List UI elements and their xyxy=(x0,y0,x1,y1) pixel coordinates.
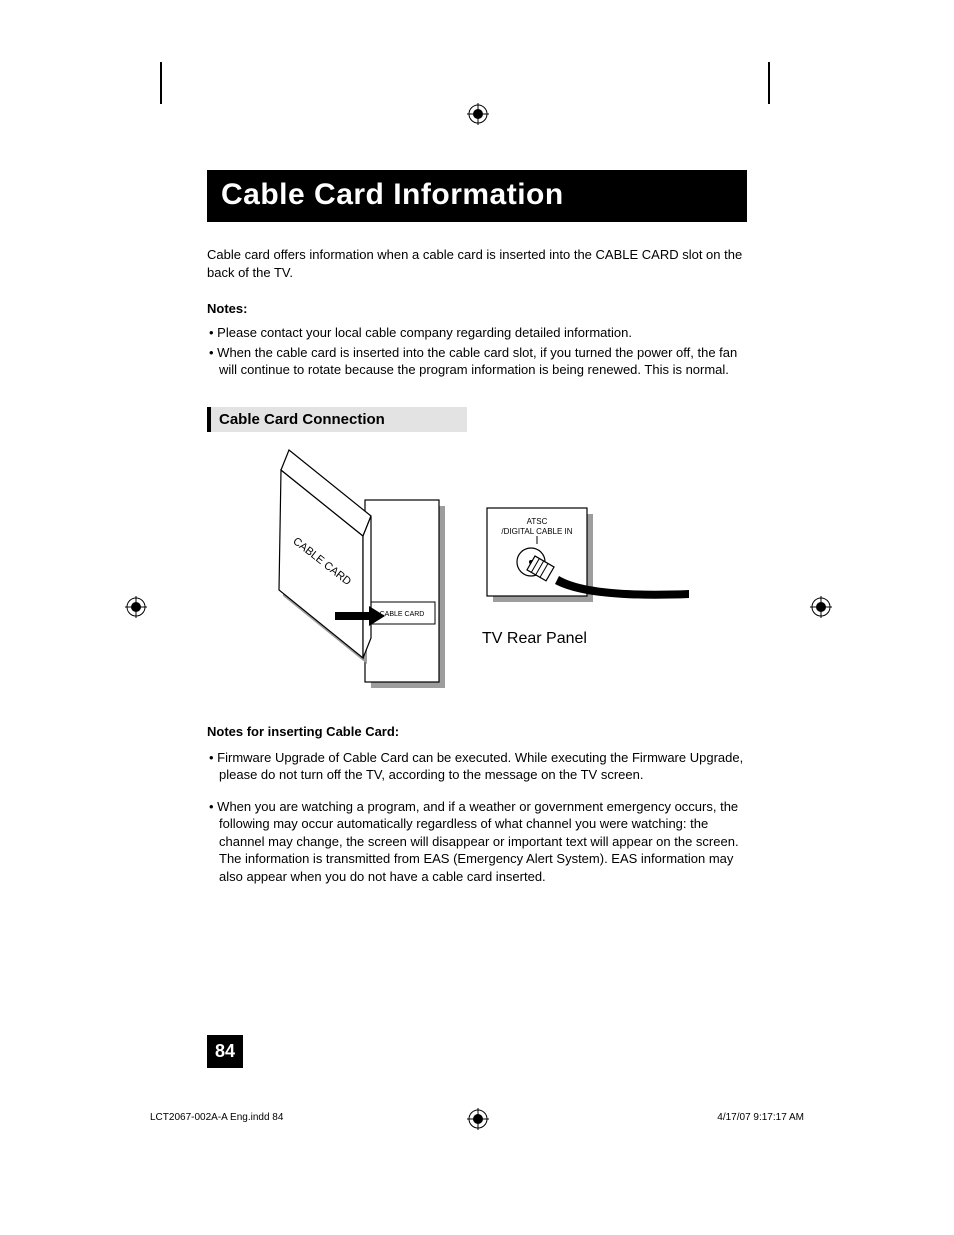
note-item: When the cable card is inserted into the… xyxy=(207,344,747,379)
registration-mark-icon xyxy=(467,1108,489,1130)
title-bar: Cable Card Information xyxy=(207,170,747,222)
intro-text: Cable card offers information when a cab… xyxy=(207,246,747,281)
crop-mark xyxy=(160,62,162,104)
registration-mark-icon xyxy=(125,596,147,618)
note-item: Firmware Upgrade of Cable Card can be ex… xyxy=(207,749,747,784)
page-content: Cable Card Information Cable card offers… xyxy=(207,170,747,900)
rear-panel-label: TV Rear Panel xyxy=(482,630,587,648)
page-number: 84 xyxy=(207,1035,243,1068)
connector-label: /DIGITAL CABLE IN xyxy=(501,527,572,536)
notes-label: Notes: xyxy=(207,301,747,316)
cable-card-diagram: CABLE CARD CABLE CARD xyxy=(275,446,455,701)
footer-left: LCT2067-002A-A Eng.indd 84 xyxy=(150,1112,283,1123)
slot-label: CABLE CARD xyxy=(380,611,425,618)
note-item: When you are watching a program, and if … xyxy=(207,798,747,886)
notes2-label: Notes for inserting Cable Card: xyxy=(207,724,747,739)
crop-mark xyxy=(768,62,770,104)
connector-label: ATSC xyxy=(527,517,548,526)
registration-mark-icon xyxy=(810,596,832,618)
section-heading: Cable Card Connection xyxy=(207,407,467,432)
note-item: Please contact your local cable company … xyxy=(207,324,747,342)
notes2-list: Firmware Upgrade of Cable Card can be ex… xyxy=(207,749,747,886)
notes-list: Please contact your local cable company … xyxy=(207,324,747,379)
diagram-area: CABLE CARD CABLE CARD xyxy=(207,446,747,704)
connector-diagram: ATSC /DIGITAL CABLE IN xyxy=(479,498,689,623)
page-title: Cable Card Information xyxy=(221,178,733,212)
registration-mark-icon xyxy=(467,103,489,125)
footer-right: 4/17/07 9:17:17 AM xyxy=(717,1112,804,1123)
